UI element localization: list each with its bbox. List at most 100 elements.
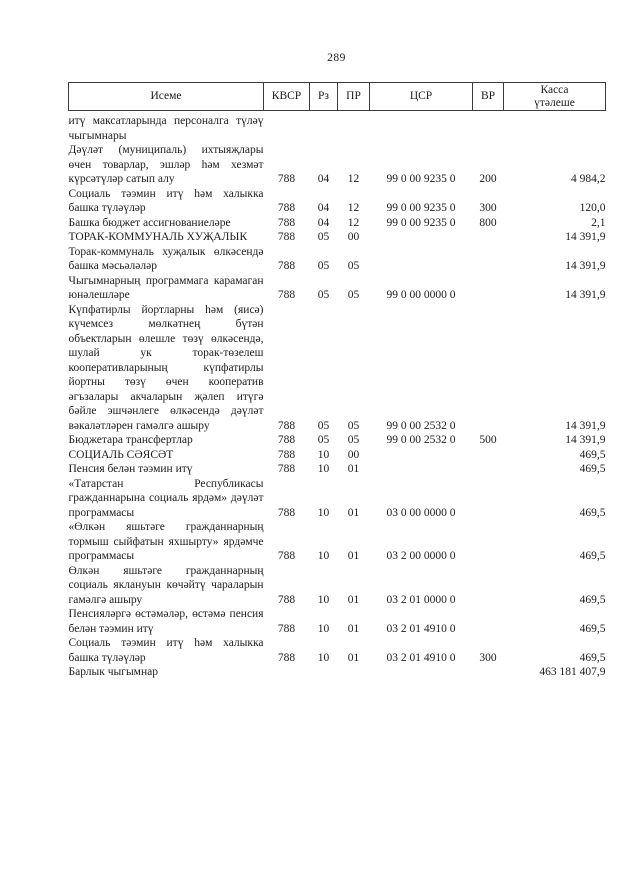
col-header-pr: ПР	[337, 82, 370, 111]
col-header-kvsr: КВСР	[263, 82, 310, 111]
cell-kassa: 14 391,9	[565, 260, 606, 272]
cell-kassa: 4 984,2	[571, 173, 606, 185]
table-header: Исеме КВСР Рз ПР ЦСР ВР Касса үтәлеше	[68, 82, 606, 111]
cell-kassa: 469,5	[579, 506, 606, 519]
cell-pr: 01	[347, 593, 360, 606]
cell-pr: 01	[347, 622, 360, 635]
cell-name: Торак-коммуналь хуҗалык өлкәсендә башка …	[68, 245, 264, 273]
table-row: ТОРАК-КОММУНАЛЬ ХУҖАЛЫК 788 05 00 14 391…	[69, 230, 606, 245]
cell-pr: 12	[347, 216, 360, 229]
cell-name: Башка бюджет ассигнованиеләре	[68, 216, 231, 229]
cell-pr: 12	[347, 173, 360, 185]
table-row: Башка бюджет ассигнованиеләре 788 04 12 …	[69, 216, 606, 231]
cell-kassa: 14 391,9	[565, 434, 606, 446]
cell-name: итү максатларында персоналга түләү чыгым…	[68, 115, 264, 142]
cell-vr	[473, 665, 504, 680]
cell-csr: 99 0 00 0000 0	[386, 289, 456, 301]
cell-kvsr	[264, 665, 310, 680]
cell-pr: 01	[347, 463, 360, 475]
cell-name: Пенсия белән тәэмин итү	[68, 463, 193, 475]
cell-csr	[370, 230, 473, 245]
cell-pr: 05	[347, 260, 360, 272]
cell-name: Бюджетара трансфертлар	[68, 434, 193, 446]
cell-name: Күпфатирлы йортларны һәм (яисә) күчемсез…	[68, 303, 264, 432]
cell-name: Социаль тәэмин итү һәм халыкка башка түл…	[68, 187, 264, 215]
cell-kassa: 14 391,9	[565, 419, 606, 432]
cell-vr	[473, 564, 504, 608]
cell-pr: 05	[347, 434, 360, 446]
budget-table: Исеме КВСР Рз ПР ЦСР ВР Касса үтәлеше ит…	[68, 82, 606, 680]
cell-kassa: 120,0	[579, 202, 606, 214]
cell-rz: 04	[317, 202, 330, 214]
cell-name: СОЦИАЛЬ СӘЯСӘТ	[68, 448, 174, 461]
cell-csr: 99 0 00 2532 0	[386, 434, 456, 446]
cell-name: Барлык чыгымнар	[68, 666, 158, 678]
cell-vr: 300	[479, 202, 497, 214]
cell-vr	[473, 274, 504, 303]
table-row: Дәүләт (муниципаль) ихтыяҗлары өчен това…	[69, 143, 606, 187]
cell-csr: 99 0 00 9235 0	[386, 216, 456, 229]
cell-rz: 10	[317, 550, 330, 562]
cell-rz	[310, 665, 338, 680]
table-row: Торак-коммуналь хуҗалык өлкәсендә башка …	[69, 245, 606, 274]
cell-csr	[370, 245, 473, 274]
table-row: Барлык чыгымнар 463 181 407,9	[69, 665, 606, 680]
cell-name: ТОРАК-КОММУНАЛЬ ХУҖАЛЫК	[68, 231, 248, 243]
cell-rz: 04	[317, 173, 330, 185]
cell-rz: 05	[317, 231, 330, 243]
cell-vr	[473, 477, 504, 521]
col-header-kassa-label: Касса үтәлеше	[534, 83, 575, 109]
cell-kvsr: 788	[277, 231, 296, 243]
cell-kassa	[504, 111, 606, 144]
header-row: Исеме КВСР Рз ПР ЦСР ВР Касса үтәлеше	[68, 82, 606, 111]
table-row: Чыгымнарның программага карамаган юнәлеш…	[69, 274, 606, 303]
cell-rz: 10	[317, 463, 330, 475]
table-row: «Өлкән яшьтәге гражданнарның тормыш сыйф…	[69, 520, 606, 564]
cell-name: Пенсияләргә өстәмәләр, өстәмә пенсия бел…	[68, 608, 264, 635]
cell-csr: 03 0 00 0000 0	[386, 506, 456, 519]
col-header-kassa: Касса үтәлеше	[503, 82, 606, 111]
cell-rz: 04	[317, 216, 330, 229]
cell-csr: 99 0 00 9235 0	[386, 202, 456, 214]
cell-kvsr: 788	[277, 550, 296, 562]
cell-kvsr: 788	[277, 202, 296, 214]
cell-name: Дәүләт (муниципаль) ихтыяҗлары өчен това…	[68, 144, 264, 185]
cell-kvsr: 788	[277, 463, 296, 475]
cell-kassa: 469,5	[579, 550, 606, 562]
cell-csr: 03 2 00 0000 0	[386, 550, 456, 562]
table-row: «Татарстан Республикасы гражданнарына со…	[69, 477, 606, 521]
cell-pr: 12	[347, 202, 360, 214]
cell-vr: 300	[479, 651, 497, 664]
cell-vr	[473, 230, 504, 245]
cell-kvsr: 788	[277, 173, 296, 185]
cell-vr	[473, 520, 504, 564]
cell-kassa: 2,1	[591, 216, 606, 229]
cell-kvsr: 788	[277, 434, 296, 446]
cell-kvsr: 788	[277, 506, 296, 519]
cell-kassa: 469,5	[579, 463, 606, 475]
cell-rz: 10	[317, 593, 330, 606]
table-row: Пенсия белән тәэмин итү 788 10 01 469,5	[69, 462, 606, 477]
col-header-vr: ВР	[472, 82, 504, 111]
cell-kvsr: 788	[277, 260, 296, 272]
cell-vr	[473, 448, 504, 463]
cell-kvsr: 788	[277, 419, 296, 432]
cell-vr	[473, 303, 504, 434]
cell-csr	[370, 448, 473, 463]
col-header-rz: Рз	[309, 82, 338, 111]
cell-name: Социаль тәэмин итү һәм халыкка башка түл…	[68, 637, 264, 664]
cell-pr: 01	[347, 550, 360, 562]
cell-csr: 03 2 01 4910 0	[386, 622, 456, 635]
cell-csr	[370, 462, 473, 477]
col-header-name: Исеме	[68, 82, 264, 111]
cell-pr: 01	[347, 651, 360, 664]
cell-kassa: 469,5	[579, 593, 606, 606]
table-row: Социаль тәэмин итү һәм халыкка башка түл…	[69, 187, 606, 216]
cell-kvsr	[264, 111, 310, 144]
cell-pr	[338, 111, 370, 144]
cell-rz: 05	[317, 419, 330, 432]
cell-pr: 05	[347, 289, 360, 301]
cell-kassa: 469,5	[579, 448, 606, 461]
cell-vr	[473, 111, 504, 144]
